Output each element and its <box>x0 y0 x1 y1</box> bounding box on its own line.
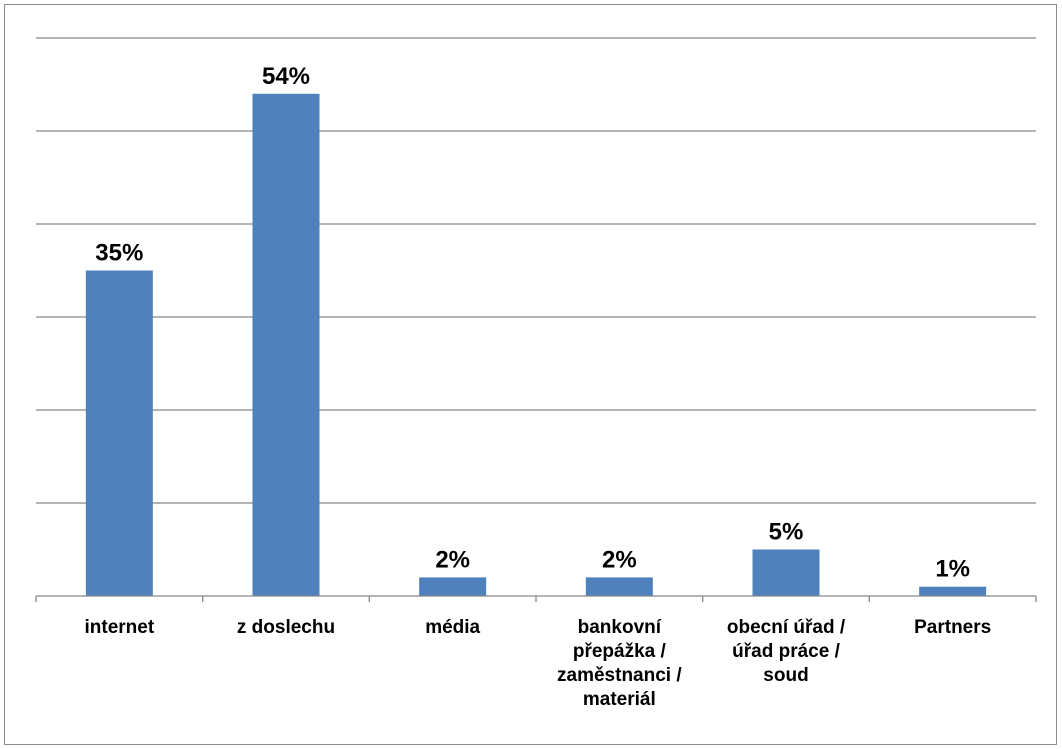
category-label-line: přepážka / <box>573 641 667 662</box>
bar <box>585 577 653 596</box>
category-label-line: internet <box>84 617 154 638</box>
category-label-line: zaměstnanci / <box>557 665 682 686</box>
category-label-line: soud <box>763 665 808 686</box>
category-label-line: obecní úřad / <box>727 617 846 638</box>
category-label-line: z doslechu <box>237 617 335 638</box>
bar <box>919 586 987 596</box>
value-label: 35% <box>95 240 143 267</box>
category-label: z doslechu <box>237 617 335 638</box>
bar <box>752 549 820 596</box>
category-label-line: média <box>425 617 480 638</box>
bar <box>85 270 153 596</box>
category-label: média <box>425 617 480 638</box>
category-label-line: Partners <box>914 617 991 638</box>
category-label-line: materiál <box>583 689 656 710</box>
gridlines <box>36 37 1036 504</box>
value-label: 2% <box>602 546 637 573</box>
value-label: 1% <box>935 556 970 583</box>
bar <box>419 577 487 596</box>
value-label: 54% <box>262 63 310 90</box>
chart-frame <box>4 4 1057 745</box>
category-labels: internet z doslechu média bankovní přepážka … <box>84 617 991 710</box>
category-label-line: úřad práce / <box>732 641 840 662</box>
x-axis <box>35 595 1037 602</box>
category-label: internet <box>84 617 154 638</box>
bar <box>252 93 320 597</box>
category-label: obecní úřad / úřad práce / soud <box>727 617 846 686</box>
bars <box>85 93 987 597</box>
category-label: Partners <box>914 617 991 638</box>
value-label: 2% <box>435 546 470 573</box>
value-labels: 35% 54% 2% 2% 5% 1% <box>95 63 970 583</box>
value-label: 5% <box>769 519 804 546</box>
category-label: bankovní přepážka / zaměstnanci / materiál <box>557 617 682 710</box>
category-label-line: bankovní <box>578 617 662 638</box>
